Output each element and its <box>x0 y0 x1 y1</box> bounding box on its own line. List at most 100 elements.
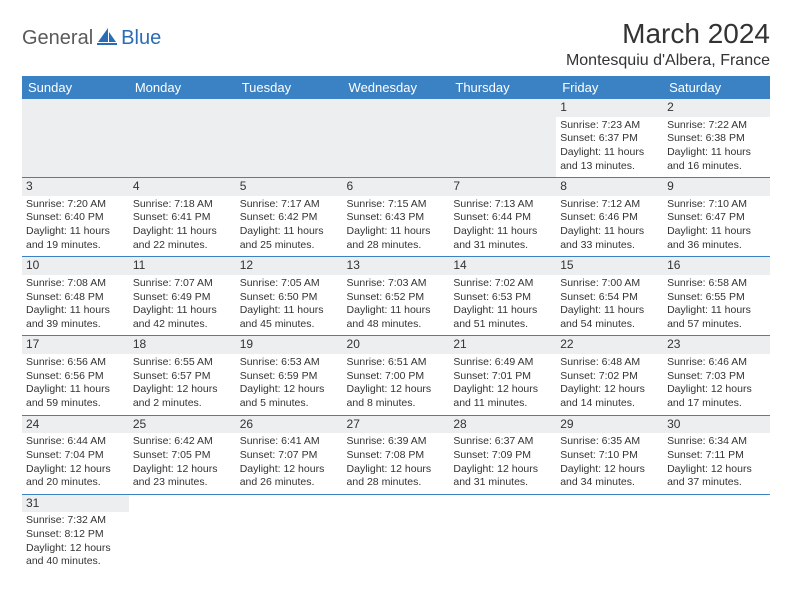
calendar-day-cell: 15Sunrise: 7:00 AMSunset: 6:54 PMDayligh… <box>556 257 663 336</box>
day-info: Sunrise: 6:37 AMSunset: 7:09 PMDaylight:… <box>453 435 552 490</box>
day-number: 23 <box>663 336 770 354</box>
calendar-week-row: 24Sunrise: 6:44 AMSunset: 7:04 PMDayligh… <box>22 415 770 494</box>
calendar-day-cell: 26Sunrise: 6:41 AMSunset: 7:07 PMDayligh… <box>236 415 343 494</box>
day-number: 7 <box>449 178 556 196</box>
day-number: 6 <box>343 178 450 196</box>
day-number: 30 <box>663 416 770 434</box>
day-number: 17 <box>22 336 129 354</box>
calendar-day-cell: 1Sunrise: 7:23 AMSunset: 6:37 PMDaylight… <box>556 99 663 177</box>
day-number: 20 <box>343 336 450 354</box>
day-info: Sunrise: 6:44 AMSunset: 7:04 PMDaylight:… <box>26 435 125 490</box>
weekday-header: Thursday <box>449 76 556 99</box>
day-number: 12 <box>236 257 343 275</box>
day-info: Sunrise: 6:41 AMSunset: 7:07 PMDaylight:… <box>240 435 339 490</box>
calendar-week-row: 31Sunrise: 7:32 AMSunset: 8:12 PMDayligh… <box>22 494 770 577</box>
calendar-body: 1Sunrise: 7:23 AMSunset: 6:37 PMDaylight… <box>22 99 770 577</box>
calendar-day-cell: 14Sunrise: 7:02 AMSunset: 6:53 PMDayligh… <box>449 257 556 336</box>
weekday-header: Monday <box>129 76 236 99</box>
day-info: Sunrise: 6:49 AMSunset: 7:01 PMDaylight:… <box>453 356 552 411</box>
logo-text-blue: Blue <box>121 27 161 50</box>
day-info: Sunrise: 7:08 AMSunset: 6:48 PMDaylight:… <box>26 277 125 332</box>
day-info: Sunrise: 7:17 AMSunset: 6:42 PMDaylight:… <box>240 198 339 253</box>
calendar-day-cell: 6Sunrise: 7:15 AMSunset: 6:43 PMDaylight… <box>343 178 450 257</box>
day-number: 18 <box>129 336 236 354</box>
weekday-header: Saturday <box>663 76 770 99</box>
day-info: Sunrise: 6:58 AMSunset: 6:55 PMDaylight:… <box>667 277 766 332</box>
calendar-day-cell: 5 Sunrise: 7:17 AMSunset: 6:42 PMDaylight… <box>236 178 343 257</box>
day-info: Sunrise: 7:10 AMSunset: 6:47 PMDaylight:… <box>667 198 766 253</box>
day-number: 19 <box>236 336 343 354</box>
calendar-day-cell: 25Sunrise: 6:42 AMSunset: 7:05 PMDayligh… <box>129 415 236 494</box>
calendar-day-cell: 18 Sunrise: 6:55 AMSunset: 6:57 PMDayligh… <box>129 336 236 415</box>
day-info: Sunrise: 6:55 AMSunset: 6:57 PMDaylight:… <box>133 356 232 411</box>
calendar-day-cell <box>129 494 236 577</box>
day-info: Sunrise: 7:18 AMSunset: 6:41 PMDaylight:… <box>133 198 232 253</box>
day-info: Sunrise: 7:13 AMSunset: 6:44 PMDaylight:… <box>453 198 552 253</box>
day-info: Sunrise: 7:07 AMSunset: 6:49 PMDaylight:… <box>133 277 232 332</box>
calendar-day-cell: 31Sunrise: 7:32 AMSunset: 8:12 PMDayligh… <box>22 494 129 577</box>
day-number: 22 <box>556 336 663 354</box>
day-number: 24 <box>22 416 129 434</box>
day-number: 8 <box>556 178 663 196</box>
day-number: 13 <box>343 257 450 275</box>
day-number: 3 <box>22 178 129 196</box>
day-info: Sunrise: 6:56 AMSunset: 6:56 PMDaylight:… <box>26 356 125 411</box>
calendar-day-cell: 11Sunrise: 7:07 AMSunset: 6:49 PMDayligh… <box>129 257 236 336</box>
calendar-day-cell: 21 Sunrise: 6:49 AMSunset: 7:01 PMDayligh… <box>449 336 556 415</box>
calendar-day-cell <box>343 99 450 177</box>
calendar-day-cell: 20 Sunrise: 6:51 AMSunset: 7:00 PMDayligh… <box>343 336 450 415</box>
day-number: 21 <box>449 336 556 354</box>
calendar-day-cell: 16 Sunrise: 6:58 AMSunset: 6:55 PMDayligh… <box>663 257 770 336</box>
weekday-header: Tuesday <box>236 76 343 99</box>
day-info: Sunrise: 7:20 AMSunset: 6:40 PMDaylight:… <box>26 198 125 253</box>
calendar-day-cell <box>236 494 343 577</box>
logo-text-general: General <box>22 27 93 50</box>
day-info: Sunrise: 7:22 AMSunset: 6:38 PMDaylight:… <box>667 119 766 174</box>
calendar-day-cell: 2 Sunrise: 7:22 AMSunset: 6:38 PMDaylight… <box>663 99 770 177</box>
day-number: 16 <box>663 257 770 275</box>
title-block: March 2024 Montesquiu d'Albera, France <box>566 18 770 70</box>
calendar-day-cell <box>236 99 343 177</box>
day-info: Sunrise: 7:32 AMSunset: 8:12 PMDaylight:… <box>26 514 125 569</box>
weekday-header: Wednesday <box>343 76 450 99</box>
weekday-header: Friday <box>556 76 663 99</box>
calendar-day-cell <box>343 494 450 577</box>
calendar-day-cell: 13Sunrise: 7:03 AMSunset: 6:52 PMDayligh… <box>343 257 450 336</box>
calendar-week-row: 17 Sunrise: 6:56 AMSunset: 6:56 PMDayligh… <box>22 336 770 415</box>
calendar-day-cell: 24Sunrise: 6:44 AMSunset: 7:04 PMDayligh… <box>22 415 129 494</box>
calendar-day-cell: 29Sunrise: 6:35 AMSunset: 7:10 PMDayligh… <box>556 415 663 494</box>
day-info: Sunrise: 6:42 AMSunset: 7:05 PMDaylight:… <box>133 435 232 490</box>
day-info: Sunrise: 7:12 AMSunset: 6:46 PMDaylight:… <box>560 198 659 253</box>
day-info: Sunrise: 7:00 AMSunset: 6:54 PMDaylight:… <box>560 277 659 332</box>
day-info: Sunrise: 6:53 AMSunset: 6:59 PMDaylight:… <box>240 356 339 411</box>
calendar-day-cell: 3 Sunrise: 7:20 AMSunset: 6:40 PMDaylight… <box>22 178 129 257</box>
day-number: 26 <box>236 416 343 434</box>
weekday-header: Sunday <box>22 76 129 99</box>
calendar-day-cell: 12Sunrise: 7:05 AMSunset: 6:50 PMDayligh… <box>236 257 343 336</box>
day-number: 10 <box>22 257 129 275</box>
day-number: 1 <box>556 99 663 117</box>
day-info: Sunrise: 6:35 AMSunset: 7:10 PMDaylight:… <box>560 435 659 490</box>
day-number: 25 <box>129 416 236 434</box>
day-info: Sunrise: 6:34 AMSunset: 7:11 PMDaylight:… <box>667 435 766 490</box>
calendar-day-cell: 17 Sunrise: 6:56 AMSunset: 6:56 PMDayligh… <box>22 336 129 415</box>
day-number: 2 <box>663 99 770 117</box>
day-info: Sunrise: 6:46 AMSunset: 7:03 PMDaylight:… <box>667 356 766 411</box>
calendar-week-row: 3 Sunrise: 7:20 AMSunset: 6:40 PMDaylight… <box>22 178 770 257</box>
calendar-day-cell: 8 Sunrise: 7:12 AMSunset: 6:46 PMDaylight… <box>556 178 663 257</box>
day-info: Sunrise: 6:51 AMSunset: 7:00 PMDaylight:… <box>347 356 446 411</box>
day-number: 28 <box>449 416 556 434</box>
calendar-day-cell: 23 Sunrise: 6:46 AMSunset: 7:03 PMDayligh… <box>663 336 770 415</box>
calendar-day-cell <box>129 99 236 177</box>
calendar-day-cell <box>449 494 556 577</box>
calendar-day-cell <box>663 494 770 577</box>
calendar-table: Sunday Monday Tuesday Wednesday Thursday… <box>22 76 770 577</box>
calendar-day-cell <box>556 494 663 577</box>
calendar-day-cell <box>22 99 129 177</box>
day-info: Sunrise: 6:48 AMSunset: 7:02 PMDaylight:… <box>560 356 659 411</box>
sail-icon <box>96 26 118 51</box>
calendar-day-cell: 9Sunrise: 7:10 AMSunset: 6:47 PMDaylight… <box>663 178 770 257</box>
day-number: 5 <box>236 178 343 196</box>
calendar-day-cell: 7 Sunrise: 7:13 AMSunset: 6:44 PMDaylight… <box>449 178 556 257</box>
calendar-day-cell: 19 Sunrise: 6:53 AMSunset: 6:59 PMDayligh… <box>236 336 343 415</box>
